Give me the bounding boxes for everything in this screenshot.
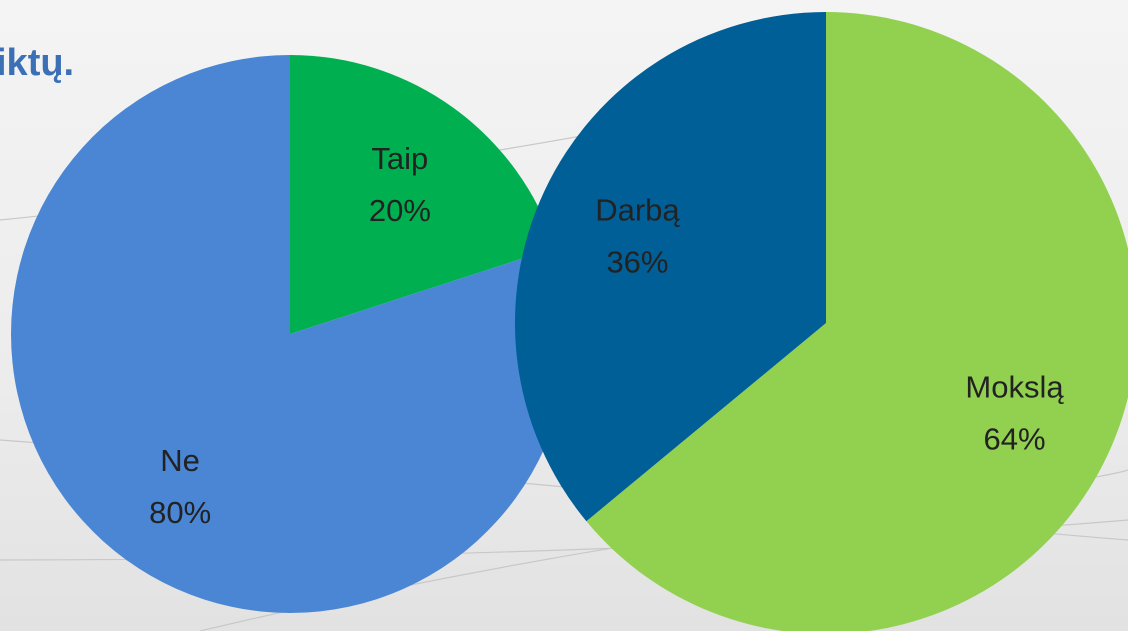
slice-category: Darbą <box>595 192 680 227</box>
slice-value-label: 80% <box>149 495 211 530</box>
charts: Taip 20% Ne 80% Mokslą 64% Darbą 36% <box>11 12 1128 631</box>
pie-chart: Taip 20% Ne 80% <box>11 55 570 613</box>
slice-value-label: 36% <box>606 244 668 279</box>
slice-category: Taip <box>371 141 428 176</box>
pie-slice <box>290 55 556 334</box>
pie-slice <box>515 12 826 522</box>
slice-category: Mokslą <box>965 370 1064 405</box>
slice-value-label: 20% <box>369 193 431 228</box>
slice-value-label: 64% <box>984 422 1046 457</box>
slice-category: Ne <box>160 443 200 478</box>
heading: iktų. <box>0 42 74 84</box>
pie-chart: Mokslą 64% Darbą 36% <box>515 12 1128 631</box>
pie-slice <box>586 12 1128 631</box>
pie-slice <box>11 55 570 613</box>
